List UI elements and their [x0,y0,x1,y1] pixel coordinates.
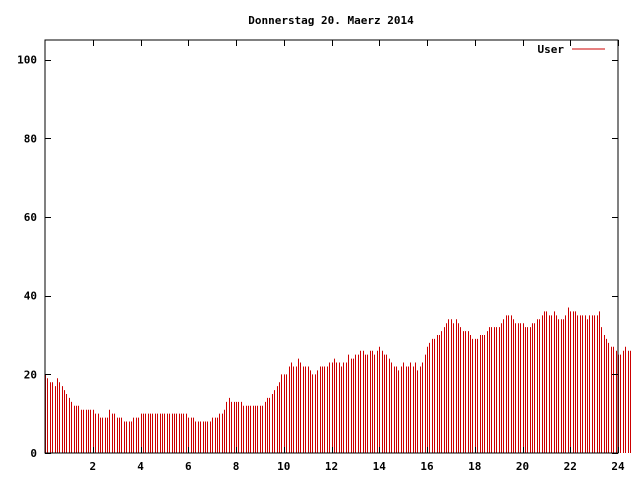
legend-label-user: User [538,43,565,56]
y-tick-label: 40 [24,290,37,303]
y-axis: 0 20 40 60 80 100 [17,54,618,460]
x-tick-label: 8 [233,460,240,473]
bar-group [45,307,631,453]
plot-frame [44,39,619,454]
x-tick-label: 24 [611,460,625,473]
x-axis: 2 4 6 8 10 12 14 16 18 20 22 24 [89,40,625,473]
chart-title: Donnerstag 20. Maerz 2014 [248,14,414,27]
x-tick-label: 10 [277,460,290,473]
x-tick-label: 6 [185,460,192,473]
x-tick-label: 18 [468,460,481,473]
x-tick-label: 20 [516,460,529,473]
x-tick-label: 12 [325,460,338,473]
y-tick-label: 100 [17,54,37,67]
x-tick-label: 14 [373,460,387,473]
y-tick-label: 0 [30,447,37,460]
legend: User [538,43,605,56]
y-tick-label: 80 [24,132,37,145]
y-tick-label: 20 [24,368,37,381]
x-tick-label: 22 [564,460,577,473]
y-tick-label: 60 [24,211,37,224]
x-tick-label: 4 [137,460,144,473]
x-tick-label: 16 [420,460,434,473]
x-tick-label: 2 [89,460,96,473]
